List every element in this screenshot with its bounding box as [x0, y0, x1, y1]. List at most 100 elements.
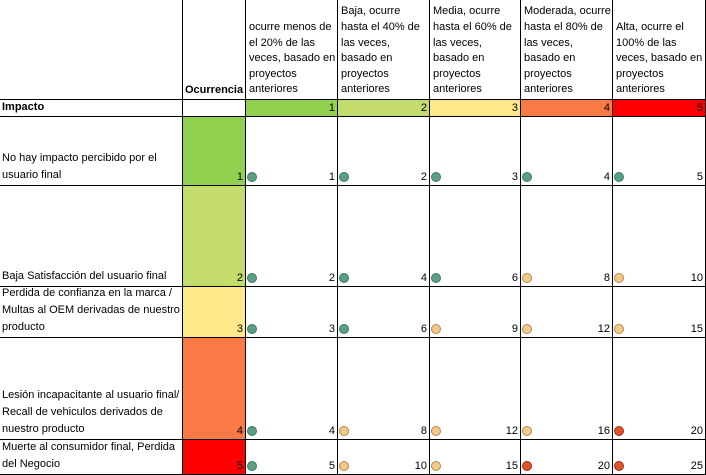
risk-value: 16	[597, 425, 610, 437]
risk-cell[interactable]: 6	[430, 186, 521, 287]
risk-value: 2	[420, 171, 427, 183]
row-level-cell[interactable]: 4	[183, 338, 246, 440]
column-level-4[interactable]: 4	[521, 100, 613, 117]
column-level-3[interactable]: 3	[430, 100, 521, 117]
status-dot-green	[247, 273, 257, 283]
status-dot-yellow	[431, 426, 441, 436]
risk-value: 10	[690, 272, 703, 284]
impact-description: Baja Satisfacción del usuario final	[2, 270, 167, 282]
risk-cell[interactable]: 4	[246, 338, 338, 440]
risk-value: 20	[690, 425, 703, 437]
risk-cell[interactable]: 4	[521, 117, 613, 186]
status-dot-green	[247, 461, 257, 471]
impact-label-cell[interactable]: Baja Satisfacción del usuario final	[0, 186, 183, 287]
column-header-label: ocurre menos de el 20% de las veces, bas…	[249, 21, 336, 96]
risk-cell[interactable]: 10	[613, 186, 706, 287]
risk-value: 12	[597, 323, 610, 335]
risk-cell[interactable]: 2	[338, 117, 430, 186]
column-header-label: Alta, ocurre el 100% de las veces, basad…	[616, 21, 703, 96]
status-dot-yellow	[339, 426, 349, 436]
risk-cell[interactable]: 25	[613, 440, 706, 475]
column-header-5[interactable]: Alta, ocurre el 100% de las veces, basad…	[613, 0, 706, 100]
column-level-2[interactable]: 2	[338, 100, 430, 117]
impact-label-cell[interactable]: Perdida de confianza en la marca / Multa…	[0, 287, 183, 338]
column-level-number: 1	[328, 102, 335, 114]
risk-value: 2	[328, 272, 335, 284]
status-dot-yellow	[339, 461, 349, 471]
status-dot-green	[247, 426, 257, 436]
status-dot-green	[522, 172, 532, 182]
risk-cell[interactable]: 20	[613, 338, 706, 440]
risk-cell[interactable]: 4	[338, 186, 430, 287]
risk-value: 6	[511, 272, 518, 284]
impact-description: No hay impacto percibido por el usuario …	[2, 152, 157, 181]
risk-value: 4	[420, 272, 427, 284]
status-dot-green	[339, 273, 349, 283]
risk-cell[interactable]: 8	[521, 186, 613, 287]
risk-cell[interactable]: 8	[338, 338, 430, 440]
row-level-number: 1	[236, 171, 243, 183]
status-dot-green	[339, 324, 349, 334]
status-dot-red	[614, 461, 624, 471]
status-dot-green	[431, 273, 441, 283]
ocurrencia-label: Ocurrencia	[185, 84, 244, 96]
risk-cell[interactable]: 5	[613, 117, 706, 186]
impacto-spacer[interactable]	[183, 100, 246, 117]
risk-value: 20	[597, 460, 610, 472]
status-dot-yellow	[614, 273, 624, 283]
row-level-number: 2	[236, 272, 243, 284]
status-dot-green	[247, 172, 257, 182]
row-level-cell[interactable]: 1	[183, 117, 246, 186]
ocurrencia-header[interactable]: Ocurrencia	[183, 0, 246, 100]
risk-value: 4	[603, 171, 610, 183]
risk-cell[interactable]: 12	[430, 338, 521, 440]
risk-value: 3	[328, 323, 335, 335]
column-header-label: Media, ocurre hasta el 60% de las veces,…	[433, 5, 512, 96]
risk-value: 25	[690, 460, 703, 472]
row-level-cell[interactable]: 5	[183, 440, 246, 475]
row-level-cell[interactable]: 3	[183, 287, 246, 338]
column-level-number: 4	[603, 102, 610, 114]
row-level-number: 3	[236, 323, 243, 335]
impact-label-cell[interactable]: Muerte al consumidor final, Perdida del …	[0, 440, 183, 475]
status-dot-yellow	[522, 426, 532, 436]
risk-cell[interactable]: 16	[521, 338, 613, 440]
status-dot-red	[522, 461, 532, 471]
column-level-5[interactable]: 5	[613, 100, 706, 117]
column-header-1[interactable]: ocurre menos de el 20% de las veces, bas…	[246, 0, 338, 100]
row-level-cell[interactable]: 2	[183, 186, 246, 287]
column-header-3[interactable]: Media, ocurre hasta el 60% de las veces,…	[430, 0, 521, 100]
status-dot-yellow	[522, 273, 532, 283]
column-header-2[interactable]: Baja, ocurre hasta el 40% de las veces, …	[338, 0, 430, 100]
risk-value: 15	[505, 460, 518, 472]
impact-description: Lesión incapacitante al usuario final/ R…	[2, 389, 180, 435]
risk-cell[interactable]: 15	[430, 440, 521, 475]
risk-cell[interactable]: 2	[246, 186, 338, 287]
risk-cell[interactable]: 5	[246, 440, 338, 475]
impact-label-cell[interactable]: No hay impacto percibido por el usuario …	[0, 117, 183, 186]
risk-cell[interactable]: 6	[338, 287, 430, 338]
column-level-number: 5	[696, 102, 703, 114]
status-dot-green	[614, 172, 624, 182]
risk-cell[interactable]: 12	[521, 287, 613, 338]
column-level-1[interactable]: 1	[246, 100, 338, 117]
risk-cell[interactable]: 15	[613, 287, 706, 338]
corner-cell[interactable]	[0, 0, 183, 100]
risk-cell[interactable]: 3	[246, 287, 338, 338]
risk-value: 3	[511, 171, 518, 183]
risk-value: 8	[603, 272, 610, 284]
risk-cell[interactable]: 1	[246, 117, 338, 186]
impacto-label: Impacto	[2, 101, 45, 113]
impacto-header[interactable]: Impacto	[0, 100, 183, 117]
status-dot-green	[431, 172, 441, 182]
risk-value: 5	[328, 460, 335, 472]
risk-cell[interactable]: 10	[338, 440, 430, 475]
risk-cell[interactable]: 3	[430, 117, 521, 186]
risk-cell[interactable]: 9	[430, 287, 521, 338]
status-dot-green	[339, 172, 349, 182]
impact-label-cell[interactable]: Lesión incapacitante al usuario final/ R…	[0, 338, 183, 440]
column-header-4[interactable]: Moderada, ocurre hasta el 80% de las vec…	[521, 0, 613, 100]
risk-cell[interactable]: 20	[521, 440, 613, 475]
risk-value: 9	[511, 323, 518, 335]
risk-value: 1	[328, 171, 335, 183]
